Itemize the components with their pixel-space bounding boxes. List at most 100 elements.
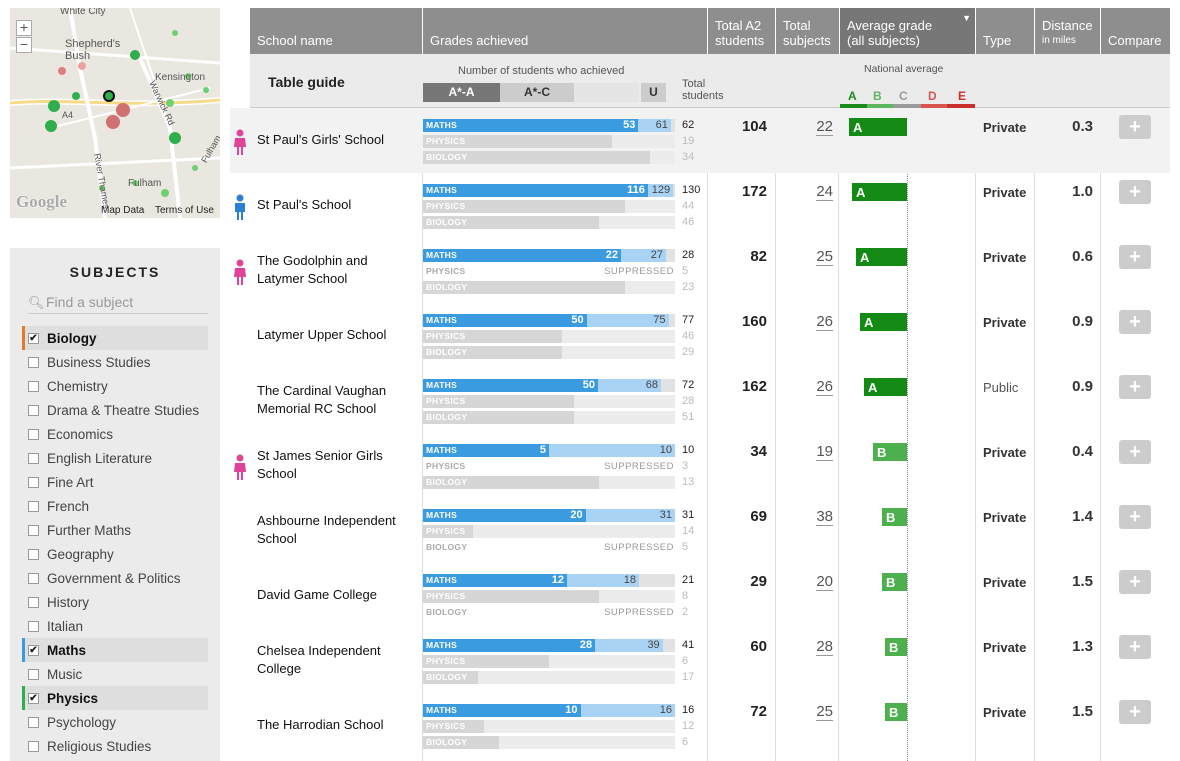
checkbox[interactable] <box>28 524 39 536</box>
col-average-grade[interactable]: Average grade (all subjects) ▼ <box>840 8 976 54</box>
total-subjects[interactable]: 24 <box>785 183 833 201</box>
checkbox[interactable]: ✔ <box>28 644 39 656</box>
bar-fill <box>423 216 600 229</box>
col-grades[interactable]: Grades achieved <box>423 8 708 54</box>
col-type[interactable]: Type <box>976 8 1035 54</box>
checkbox[interactable]: ✔ <box>28 692 39 704</box>
school-name[interactable]: David Game College <box>257 587 377 602</box>
subject-item[interactable]: Psychology <box>22 710 208 734</box>
compare-button[interactable]: + <box>1119 440 1151 464</box>
school-name[interactable]: St Paul's School <box>257 197 352 212</box>
table-row[interactable]: The Harrodian School 10 16 MATHS 16 PHYSICS 12… <box>230 693 1170 758</box>
checkbox[interactable] <box>28 572 39 584</box>
col-distance[interactable]: Distance in miles <box>1035 8 1101 54</box>
compare-button[interactable]: + <box>1119 310 1151 334</box>
map-data-link[interactable]: Map Data <box>101 205 145 216</box>
school-name[interactable]: St James Senior Girls School <box>257 448 383 481</box>
checkbox[interactable] <box>28 548 39 560</box>
checkbox[interactable] <box>28 668 39 680</box>
school-name[interactable]: The Cardinal Vaughan Memorial RC School <box>257 383 387 416</box>
table-row[interactable]: St James Senior Girls School 5 10 MATHS 10 PH… <box>230 433 1170 498</box>
compare-button[interactable]: + <box>1119 505 1151 529</box>
bar-subject-label: MATHS <box>426 380 458 390</box>
grade-scale-letter: B <box>873 89 882 103</box>
checkbox[interactable] <box>28 404 39 416</box>
checkbox[interactable] <box>28 428 39 440</box>
subject-item[interactable]: Further Maths <box>22 518 208 542</box>
bar-astar-a <box>423 314 587 327</box>
subject-item[interactable]: Economics <box>22 422 208 446</box>
zoom-in-button[interactable]: + <box>16 20 32 36</box>
bar-total: 130 <box>682 184 701 196</box>
total-subjects-value: 19 <box>816 443 833 461</box>
subject-label: Biology <box>47 330 97 346</box>
total-subjects[interactable]: 20 <box>785 573 833 591</box>
subject-item[interactable]: Fine Art <box>22 470 208 494</box>
total-subjects[interactable]: 25 <box>785 703 833 721</box>
subject-item[interactable]: Religious Studies <box>22 734 208 758</box>
school-name[interactable]: The Godolphin and Latymer School <box>257 253 368 286</box>
table-row[interactable]: David Game College 12 18 MATHS 21 PHYSICS 8 BIO… <box>230 563 1170 628</box>
table-row[interactable]: Chelsea Independent College 28 39 MATHS 41 PH… <box>230 628 1170 693</box>
compare-button[interactable]: + <box>1119 700 1151 724</box>
map-marker <box>192 165 198 171</box>
total-subjects[interactable]: 28 <box>785 638 833 656</box>
table-row[interactable]: The Godolphin and Latymer School 22 27 MATH… <box>230 238 1170 303</box>
subject-item[interactable]: History <box>22 590 208 614</box>
map-marker <box>116 103 130 117</box>
checkbox[interactable] <box>28 500 39 512</box>
subject-item[interactable]: Geography <box>22 542 208 566</box>
subject-item[interactable]: English Literature <box>22 446 208 470</box>
total-subjects[interactable]: 26 <box>785 313 833 331</box>
total-subjects[interactable]: 38 <box>785 508 833 526</box>
subject-item[interactable]: ✔ Physics <box>22 686 208 710</box>
subject-item[interactable]: Italian <box>22 614 208 638</box>
school-name[interactable]: St Paul's Girls' School <box>257 132 385 147</box>
checkbox[interactable] <box>28 716 39 728</box>
compare-button[interactable]: + <box>1119 635 1151 659</box>
col-total-a2[interactable]: Total A2 students <box>708 8 776 54</box>
subject-item[interactable]: Music <box>22 662 208 686</box>
subject-item[interactable]: ✔ Maths <box>22 638 208 662</box>
table-row[interactable]: St Paul's Girls' School 53 61 MATHS 62 PHYSIC… <box>230 108 1170 173</box>
total-subjects[interactable]: 19 <box>785 443 833 461</box>
table-row[interactable]: The Cardinal Vaughan Memorial RC School 5… <box>230 368 1170 433</box>
zoom-out-button[interactable]: − <box>16 37 32 53</box>
checkbox[interactable] <box>28 356 39 368</box>
table-row[interactable]: Latymer Upper School 50 75 MATHS 77 PHYSICS 46… <box>230 303 1170 368</box>
bar-total: 21 <box>682 574 695 586</box>
col-total-subjects[interactable]: Total subjects <box>776 8 840 54</box>
compare-button[interactable]: + <box>1119 570 1151 594</box>
school-name[interactable]: Latymer Upper School <box>257 327 387 342</box>
checkbox[interactable] <box>28 596 39 608</box>
checkbox[interactable] <box>28 476 39 488</box>
total-subjects[interactable]: 22 <box>785 118 833 136</box>
checkbox[interactable] <box>28 380 39 392</box>
map[interactable]: + − White City Shepherd's Bush Kensingto… <box>10 8 220 218</box>
compare-button[interactable]: + <box>1119 180 1151 204</box>
bar-astar-a <box>423 379 598 392</box>
compare-button[interactable]: + <box>1119 375 1151 399</box>
checkbox[interactable] <box>28 740 39 752</box>
terms-link[interactable]: Terms of Use <box>155 205 214 216</box>
subject-search-input[interactable]: 🔍︎ Find a subject <box>28 294 208 314</box>
table-row[interactable]: St Paul's School 116 129 MATHS 130 PHYSICS 44 B… <box>230 173 1170 238</box>
school-name[interactable]: Chelsea Independent College <box>257 643 381 676</box>
subject-item[interactable]: ✔ Biology <box>22 326 208 350</box>
subject-item[interactable]: Chemistry <box>22 374 208 398</box>
subject-item[interactable]: Government & Politics <box>22 566 208 590</box>
school-name[interactable]: Ashbourne Independent School <box>257 513 396 546</box>
subject-item[interactable]: French <box>22 494 208 518</box>
table-row[interactable]: Ashbourne Independent School 20 31 MATHS 31 P… <box>230 498 1170 563</box>
total-subjects[interactable]: 25 <box>785 248 833 266</box>
subject-item[interactable]: Drama & Theatre Studies <box>22 398 208 422</box>
checkbox[interactable]: ✔ <box>28 332 39 344</box>
col-school-name[interactable]: School name <box>250 8 423 54</box>
checkbox[interactable] <box>28 452 39 464</box>
compare-button[interactable]: + <box>1119 115 1151 139</box>
total-subjects[interactable]: 26 <box>785 378 833 396</box>
compare-button[interactable]: + <box>1119 245 1151 269</box>
school-name[interactable]: The Harrodian School <box>257 717 384 732</box>
subject-item[interactable]: Business Studies <box>22 350 208 374</box>
checkbox[interactable] <box>28 620 39 632</box>
